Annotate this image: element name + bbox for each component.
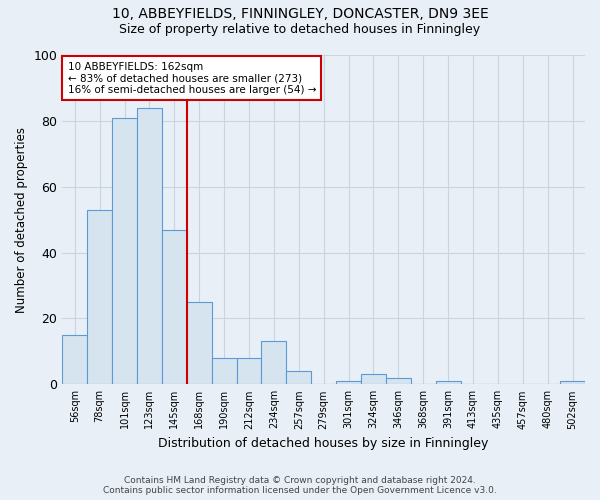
Bar xyxy=(62,335,87,384)
Bar xyxy=(436,381,461,384)
Bar xyxy=(386,378,411,384)
Bar xyxy=(262,342,286,384)
X-axis label: Distribution of detached houses by size in Finningley: Distribution of detached houses by size … xyxy=(158,437,489,450)
Bar xyxy=(187,302,212,384)
Y-axis label: Number of detached properties: Number of detached properties xyxy=(15,126,28,312)
Text: Contains HM Land Registry data © Crown copyright and database right 2024.
Contai: Contains HM Land Registry data © Crown c… xyxy=(103,476,497,495)
Bar xyxy=(560,381,585,384)
Bar xyxy=(361,374,386,384)
Bar xyxy=(236,358,262,384)
Bar xyxy=(336,381,361,384)
Bar xyxy=(137,108,162,384)
Bar xyxy=(212,358,236,384)
Text: 10 ABBEYFIELDS: 162sqm
← 83% of detached houses are smaller (273)
16% of semi-de: 10 ABBEYFIELDS: 162sqm ← 83% of detached… xyxy=(68,62,316,95)
Bar xyxy=(286,371,311,384)
Bar xyxy=(87,210,112,384)
Text: 10, ABBEYFIELDS, FINNINGLEY, DONCASTER, DN9 3EE: 10, ABBEYFIELDS, FINNINGLEY, DONCASTER, … xyxy=(112,8,488,22)
Bar xyxy=(162,230,187,384)
Text: Size of property relative to detached houses in Finningley: Size of property relative to detached ho… xyxy=(119,22,481,36)
Bar xyxy=(112,118,137,384)
